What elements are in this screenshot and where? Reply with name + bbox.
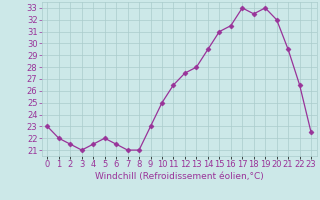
X-axis label: Windchill (Refroidissement éolien,°C): Windchill (Refroidissement éolien,°C): [95, 172, 264, 181]
